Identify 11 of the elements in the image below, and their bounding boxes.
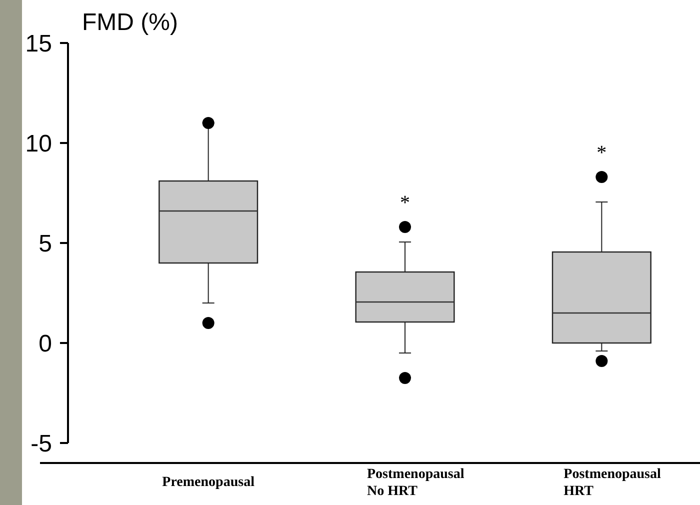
- y-tick-label: -5: [30, 430, 52, 458]
- x-tick-label: Postmenopausal HRT: [564, 467, 662, 499]
- y-tick-label: 0: [38, 330, 52, 358]
- annotation: *: [596, 142, 607, 164]
- annotation: *: [400, 192, 410, 214]
- y-axis-title: FMD (%): [82, 9, 178, 36]
- y-tick-label: 10: [25, 130, 52, 158]
- x-tick-label: Premenopausal: [162, 475, 255, 490]
- y-tick-label: 15: [25, 30, 52, 58]
- y-tick-label: 5: [38, 230, 52, 258]
- x-tick-label: Postmenopausal No HRT: [367, 467, 464, 499]
